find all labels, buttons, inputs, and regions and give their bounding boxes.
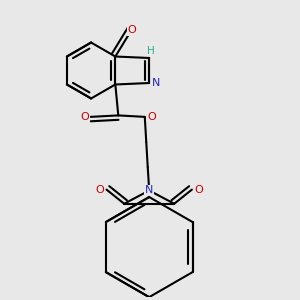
Text: O: O bbox=[127, 25, 136, 35]
Text: O: O bbox=[96, 184, 104, 195]
Text: O: O bbox=[194, 184, 203, 195]
Text: N: N bbox=[145, 185, 153, 196]
Text: N: N bbox=[152, 78, 161, 88]
Text: O: O bbox=[147, 112, 156, 122]
Text: O: O bbox=[81, 112, 89, 122]
Text: H: H bbox=[147, 46, 154, 56]
